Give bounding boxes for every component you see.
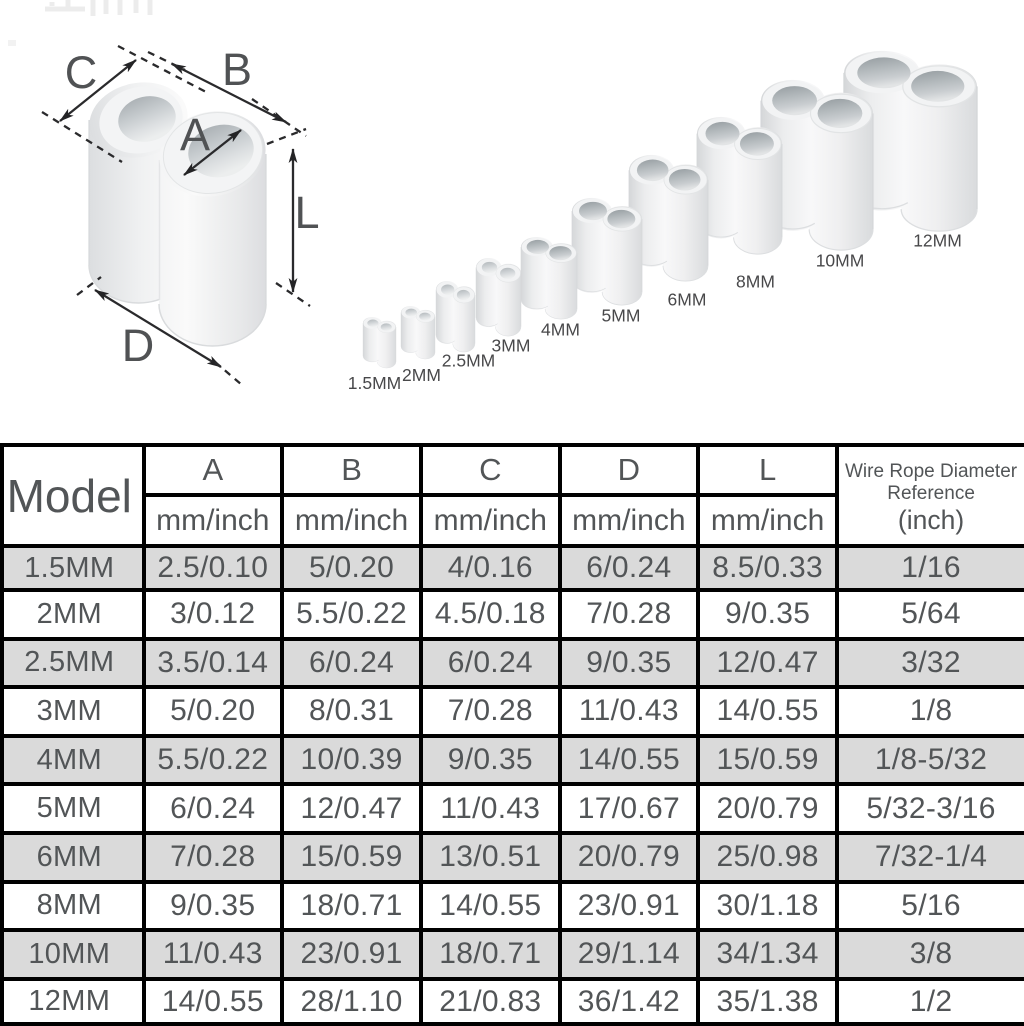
svg-text:12MM: 12MM [913, 231, 962, 251]
svg-text:4MM: 4MM [541, 320, 580, 340]
svg-text:3MM: 3MM [492, 336, 531, 356]
svg-text:A: A [180, 109, 210, 160]
svg-text:6MM: 6MM [668, 290, 707, 310]
svg-text:C: C [65, 47, 98, 98]
svg-text:8MM: 8MM [736, 272, 775, 292]
svg-text:D: D [122, 320, 155, 371]
svg-text:B: B [222, 44, 252, 95]
svg-text:10MM: 10MM [816, 251, 865, 271]
svg-text:5MM: 5MM [602, 306, 641, 326]
svg-text:2MM: 2MM [402, 365, 441, 385]
svg-text:1.5MM: 1.5MM [348, 373, 401, 393]
svg-text:2.5MM: 2.5MM [442, 351, 495, 371]
svg-text:L: L [294, 187, 319, 238]
